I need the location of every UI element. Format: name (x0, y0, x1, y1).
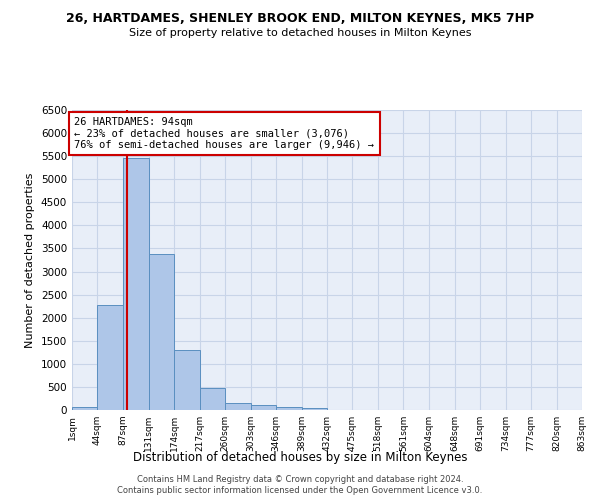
Text: Size of property relative to detached houses in Milton Keynes: Size of property relative to detached ho… (129, 28, 471, 38)
Text: Contains HM Land Registry data © Crown copyright and database right 2024.: Contains HM Land Registry data © Crown c… (137, 475, 463, 484)
Bar (200, 388, 225, 410)
Bar (225, 402, 251, 410)
Bar (149, 254, 175, 410)
Text: 26 HARTDAMES: 94sqm
← 23% of detached houses are smaller (3,076)
76% of semi-det: 26 HARTDAMES: 94sqm ← 23% of detached ho… (74, 117, 374, 150)
Bar (175, 350, 200, 410)
Bar (276, 406, 302, 410)
Bar (123, 158, 149, 410)
Bar (97, 305, 123, 410)
Bar (72, 406, 97, 410)
Bar (302, 408, 327, 410)
Text: 26, HARTDAMES, SHENLEY BROOK END, MILTON KEYNES, MK5 7HP: 26, HARTDAMES, SHENLEY BROOK END, MILTON… (66, 12, 534, 26)
Y-axis label: Number of detached properties: Number of detached properties (25, 172, 35, 348)
Text: Contains public sector information licensed under the Open Government Licence v3: Contains public sector information licen… (118, 486, 482, 495)
Text: Distribution of detached houses by size in Milton Keynes: Distribution of detached houses by size … (133, 451, 467, 464)
Bar (251, 406, 276, 410)
